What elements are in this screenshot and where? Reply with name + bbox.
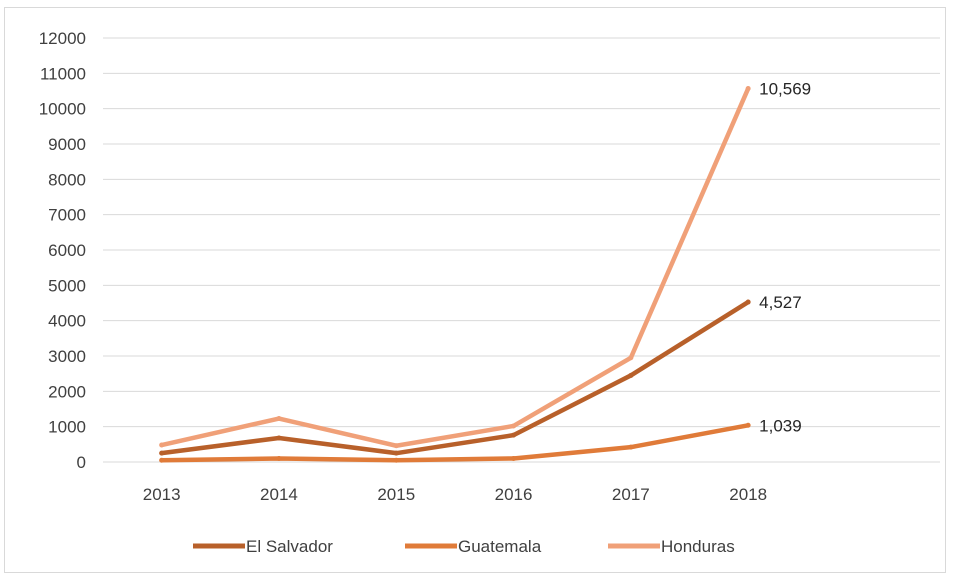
data-point: [511, 455, 517, 461]
y-tick-label: 4000: [48, 312, 86, 331]
legend-label: El Salvador: [246, 537, 333, 556]
legend-label: Honduras: [661, 537, 735, 556]
x-tick-label: 2014: [260, 485, 298, 504]
data-point: [276, 435, 282, 441]
data-labels: 4,527 1,039 10,569: [759, 80, 811, 436]
y-tick-label: 2000: [48, 382, 86, 401]
y-tick-label: 7000: [48, 206, 86, 225]
x-tick-label: 2016: [495, 485, 533, 504]
series-line-honduras: [159, 86, 751, 448]
chart-frame: [4, 7, 946, 573]
data-point: [511, 423, 517, 429]
y-tick-label: 11000: [40, 64, 86, 83]
data-point: [159, 457, 165, 463]
data-point: [276, 455, 282, 461]
y-tick-label: 9000: [48, 135, 86, 154]
y-tick-label: 1000: [48, 418, 86, 437]
x-axis-ticks: 2013 2014 2015 2016 2017 2018: [143, 485, 767, 504]
x-tick-label: 2017: [612, 485, 650, 504]
data-point: [393, 443, 399, 449]
gridlines: [103, 37, 940, 463]
y-tick-label: 10000: [39, 100, 86, 119]
x-tick-label: 2015: [377, 485, 415, 504]
y-tick-label: 8000: [48, 170, 86, 189]
y-tick-label: 3000: [48, 347, 86, 366]
legend: El Salvador Guatemala Honduras: [193, 537, 735, 556]
data-point: [745, 299, 751, 305]
y-tick-label: 0: [77, 453, 86, 472]
data-point: [628, 355, 634, 361]
y-tick-label: 5000: [48, 276, 86, 295]
legend-label: Guatemala: [458, 537, 542, 556]
y-axis-ticks: 0 1000 2000 3000 4000 5000 6000 7000 8000 9000 100…: [39, 29, 86, 472]
data-point: [159, 450, 165, 456]
data-point: [159, 442, 165, 448]
data-point: [393, 457, 399, 463]
data-label: 4,527: [759, 293, 802, 312]
data-point: [745, 422, 751, 428]
data-point: [628, 372, 634, 378]
x-tick-label: 2018: [729, 485, 767, 504]
data-label: 1,039: [759, 416, 802, 435]
data-point: [393, 450, 399, 456]
data-point: [276, 416, 282, 422]
data-point: [745, 86, 751, 92]
x-tick-label: 2013: [143, 485, 181, 504]
series-line-el-salvador: [159, 299, 751, 456]
series-lines: [159, 86, 751, 463]
y-tick-label: 6000: [48, 241, 86, 260]
series-line-guatemala: [159, 423, 751, 463]
data-point: [628, 444, 634, 450]
data-point: [511, 432, 517, 438]
y-tick-label: 12000: [39, 29, 86, 48]
data-label: 10,569: [759, 80, 811, 99]
